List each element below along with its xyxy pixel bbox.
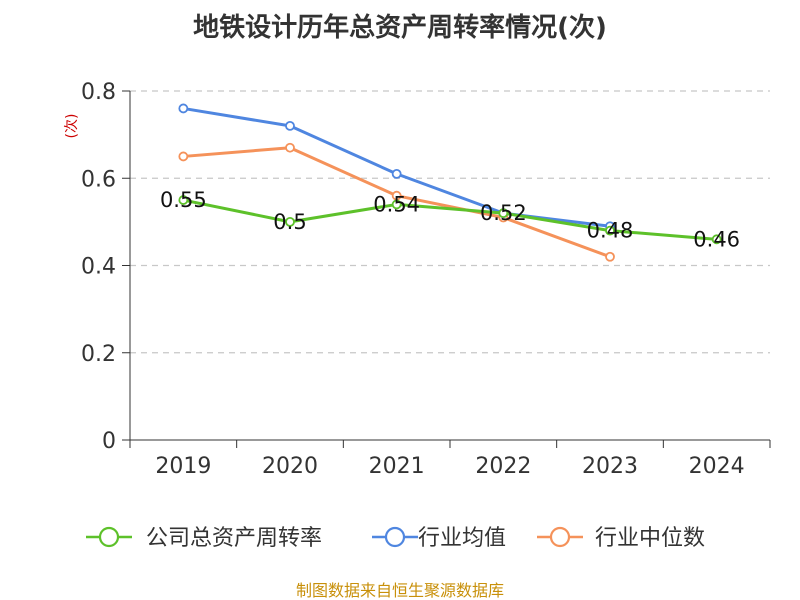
y-tick-label: 0.8: [81, 80, 116, 105]
data-label: 0.52: [480, 201, 527, 225]
y-tick-label: 0.6: [81, 167, 116, 192]
chart-title: 地铁设计历年总资产周转率情况(次): [193, 12, 607, 43]
x-tick-label: 2020: [262, 454, 318, 479]
legend-label: 行业均值: [418, 526, 506, 551]
y-axis-label: (次): [64, 114, 80, 139]
data-point: [285, 142, 295, 153]
legend: 公司总资产周转率 行业均值 行业中位数: [86, 526, 705, 551]
data-point: [605, 251, 615, 262]
legend-marker: [549, 526, 571, 548]
legend-marker: [384, 526, 406, 548]
series-line-0: [181, 198, 719, 241]
data-point: [391, 168, 402, 179]
x-tick-label: 2022: [475, 454, 531, 479]
axes: 0 0.2 0.4 0.6 0.8 2019 2020 2021 2022 2023 2024: [81, 80, 771, 479]
data-label: 0.54: [373, 192, 420, 216]
data-point: [178, 151, 189, 162]
data-point: [498, 208, 509, 219]
data-label: 0.55: [160, 188, 207, 212]
y-tick-label: 0.2: [81, 342, 116, 367]
legend-marker: [98, 526, 120, 548]
y-tick-label: 0.4: [81, 255, 116, 280]
x-tick-label: 2021: [369, 454, 425, 479]
data-point: [605, 225, 615, 236]
data-point: [178, 195, 189, 205]
series-group: [178, 103, 722, 262]
data-point: [178, 103, 189, 114]
x-tick-label: 2023: [582, 454, 638, 479]
data-labels: 0.55 0.5 0.54 0.52 0.48 0.46: [160, 188, 740, 251]
data-point: [285, 121, 295, 131]
data-point: [285, 216, 295, 227]
data-point: [711, 234, 722, 245]
x-tick-label: 2024: [689, 454, 745, 479]
grid-lines: [130, 90, 770, 354]
legend-label: 公司总资产周转率: [146, 526, 322, 551]
x-tick-label: 2019: [155, 454, 211, 479]
data-label: 0.5: [273, 210, 306, 234]
source-note: 制图数据来自恒生聚源数据库: [296, 581, 504, 600]
data-label: 0.48: [587, 219, 634, 243]
data-point: [391, 199, 402, 210]
data-label: 0.46: [693, 227, 740, 251]
legend-label: 行业中位数: [595, 526, 705, 551]
y-tick-label: 0: [102, 429, 116, 454]
